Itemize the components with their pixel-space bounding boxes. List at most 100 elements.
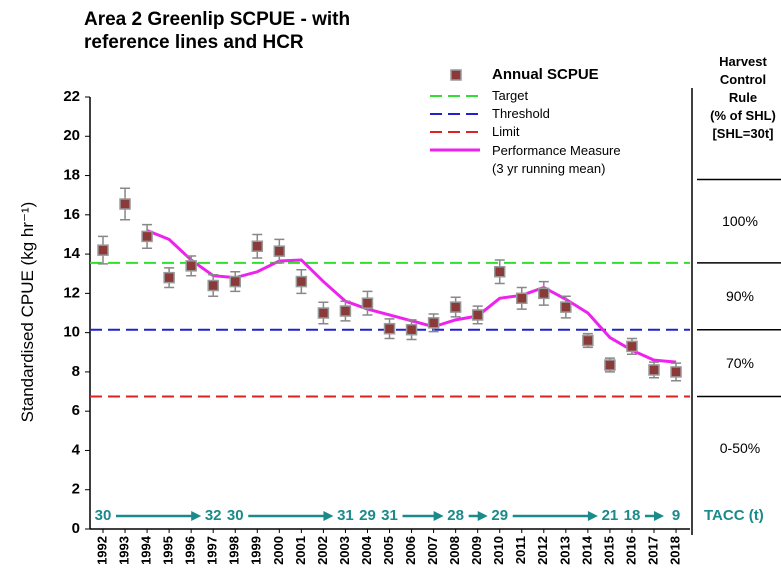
point bbox=[670, 366, 682, 378]
tacc-value: 31 bbox=[381, 507, 398, 524]
point bbox=[185, 260, 197, 272]
tacc-value: 30 bbox=[227, 507, 244, 524]
y-tick-label: 18 bbox=[63, 167, 80, 184]
x-tick-label: 2000 bbox=[271, 536, 286, 565]
point bbox=[361, 297, 374, 309]
hcr-title: [SHL=30t] bbox=[712, 126, 774, 141]
tacc-value: 21 bbox=[602, 507, 619, 524]
point bbox=[648, 364, 660, 376]
x-tick-label: 2008 bbox=[447, 536, 462, 565]
x-tick-label: 1998 bbox=[227, 536, 242, 565]
tacc-value: 9 bbox=[672, 507, 680, 524]
y-tick-label: 4 bbox=[72, 441, 81, 458]
point bbox=[273, 245, 286, 257]
x-tick-label: 2004 bbox=[359, 535, 374, 565]
x-tick-label: 2016 bbox=[623, 536, 638, 565]
x-tick-label: 1997 bbox=[205, 536, 220, 565]
point bbox=[339, 305, 352, 317]
point bbox=[295, 275, 308, 288]
x-tick-label: 1992 bbox=[94, 536, 109, 565]
y-tick-label: 6 bbox=[72, 402, 80, 419]
x-tick-label: 2009 bbox=[469, 536, 484, 565]
x-tick-label: 2001 bbox=[293, 536, 308, 565]
x-tick-label: 2003 bbox=[337, 536, 352, 565]
point bbox=[493, 266, 506, 278]
x-tick-label: 2018 bbox=[667, 536, 682, 565]
hcr-title: Control bbox=[719, 72, 767, 87]
point bbox=[516, 292, 528, 305]
legend-label: Limit bbox=[492, 124, 520, 139]
hcr-label: 100% bbox=[722, 213, 758, 230]
point bbox=[141, 230, 153, 243]
y-tick-label: 22 bbox=[63, 88, 80, 105]
hcr-title: Rule bbox=[728, 90, 758, 105]
point bbox=[427, 317, 440, 329]
line bbox=[146, 229, 677, 364]
chart-title: Area 2 Greenlip SCPUE - with reference l… bbox=[84, 9, 351, 53]
tacc-arrowhead bbox=[587, 511, 598, 521]
x-tick-label: 2014 bbox=[579, 535, 594, 565]
tacc-value: 29 bbox=[491, 507, 508, 524]
hcr-label: 70% bbox=[725, 355, 755, 372]
point bbox=[383, 322, 396, 335]
hcr-title: Harvest bbox=[719, 54, 767, 69]
y-tick-label: 14 bbox=[63, 245, 80, 262]
legend-label: Target bbox=[492, 88, 529, 103]
tacc-arrowhead bbox=[323, 511, 334, 521]
y-tick-label: 8 bbox=[72, 363, 80, 380]
point bbox=[626, 340, 638, 353]
y-tick-label: 0 bbox=[72, 520, 80, 537]
hcr-label: 0-50% bbox=[719, 440, 761, 457]
tacc-value: 31 bbox=[337, 507, 354, 524]
point bbox=[405, 323, 418, 336]
point bbox=[97, 244, 109, 256]
tacc-arrowhead bbox=[433, 511, 444, 521]
y-tick-label: 10 bbox=[63, 324, 80, 341]
legend-label: Performance Measure (3 yr running mean) bbox=[492, 143, 621, 176]
tacc-value: 29 bbox=[359, 507, 376, 524]
point bbox=[449, 301, 462, 313]
x-tick-label: 1994 bbox=[139, 535, 154, 565]
y-tick-label: 16 bbox=[63, 206, 80, 223]
x-tick-label: 2012 bbox=[535, 536, 550, 565]
x-tick-label: 2007 bbox=[425, 536, 440, 565]
x-tick-label: 2017 bbox=[645, 536, 660, 565]
tacc-value: 30 bbox=[95, 507, 112, 524]
x-tick-label: 1999 bbox=[249, 536, 264, 565]
legend-marker bbox=[450, 69, 462, 81]
legend-label: Annual SCPUE bbox=[492, 66, 599, 83]
x-tick-label: 1996 bbox=[183, 536, 198, 565]
x-tick-label: 2010 bbox=[491, 536, 506, 565]
point bbox=[207, 279, 219, 292]
point bbox=[582, 334, 594, 347]
x-tick-label: 1995 bbox=[161, 536, 176, 565]
point bbox=[538, 287, 550, 300]
x-tick-label: 2011 bbox=[513, 536, 528, 564]
point bbox=[163, 271, 175, 284]
point bbox=[560, 301, 572, 313]
tacc-value: 32 bbox=[205, 507, 222, 524]
x-tick-label: 2002 bbox=[315, 536, 330, 565]
hcr-label: 90% bbox=[725, 288, 755, 305]
point bbox=[119, 198, 131, 210]
y-tick-label: 2 bbox=[72, 481, 80, 498]
x-tick-label: 1993 bbox=[116, 536, 131, 565]
hcr-title: (% of SHL) bbox=[710, 108, 776, 123]
x-tick-label: 2006 bbox=[403, 536, 418, 565]
tacc-value: 28 bbox=[447, 507, 464, 524]
point bbox=[229, 275, 241, 288]
y-tick-label: 20 bbox=[63, 127, 80, 144]
x-tick-label: 2013 bbox=[557, 536, 572, 565]
point bbox=[471, 309, 484, 321]
y-axis-label: Standardised CPUE (kg hr⁻¹) bbox=[18, 201, 37, 423]
tacc-arrowhead bbox=[191, 511, 202, 521]
legend-label: Threshold bbox=[492, 106, 550, 121]
tacc-arrowhead bbox=[477, 511, 488, 521]
point bbox=[251, 240, 264, 252]
point bbox=[317, 307, 330, 319]
tacc-value: 18 bbox=[624, 507, 641, 524]
tacc-label: TACC (t) bbox=[704, 507, 764, 524]
point bbox=[604, 359, 616, 371]
